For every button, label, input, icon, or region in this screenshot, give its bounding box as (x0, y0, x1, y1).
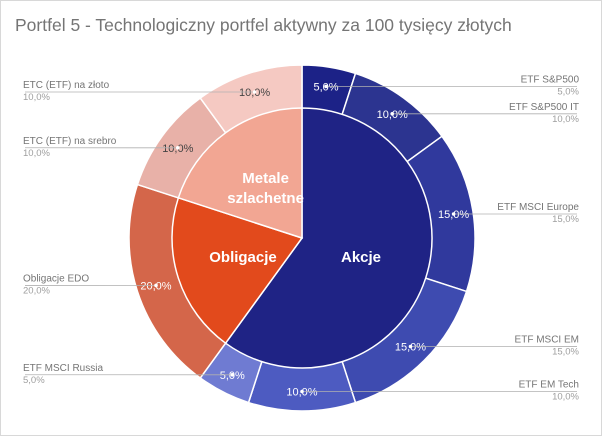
callout-dot-obligacje-edo (154, 283, 158, 288)
callout-name-etf-msci-russia: ETF MSCI Russia (23, 363, 103, 374)
callout-pct-etf-s-p500-it: 10,0% (552, 114, 579, 125)
callout-pct-etc-etf-na-z-oto: 10,0% (23, 92, 50, 103)
inner-group-labels: Akcje Obligacje Metale szlachetne (209, 170, 381, 266)
outer-value-labels: 5,0%10,0%15,0%15,0%10,0%5,0%20,0%10,0%10… (140, 81, 469, 398)
callout-pct-etf-msci-russia: 5,0% (23, 375, 45, 386)
callout-dot-etf-em-tech (300, 389, 304, 394)
callout-pct-etf-msci-europe: 15,0% (552, 214, 579, 225)
callout-name-etf-msci-europe: ETF MSCI Europe (497, 202, 579, 213)
callout-dot-etf-msci-russia (230, 373, 235, 377)
group-label-line: Akcje (341, 249, 381, 266)
callout-pct-etf-msci-em: 15,0% (552, 347, 579, 358)
inner-slice-akcje (224, 107, 433, 369)
inner-slice-metale-szlachetne (177, 107, 303, 240)
callout-name-obligacje-edo: Obligacje EDO (23, 273, 89, 284)
callout-pct-obligacje-edo: 20,0% (23, 285, 50, 296)
callout-dot-etf-msci-europe (451, 212, 456, 216)
callout-name-etc-etf-na-srebro: ETC (ETF) na srebro (23, 136, 117, 147)
callout-pct-etc-etf-na-srebro: 10,0% (23, 148, 50, 159)
group-label-akcje: Akcje (341, 249, 381, 266)
callout-pct-etf-s-p500: 5,0% (557, 86, 579, 97)
callout-dot-etc-etf-na-z-oto (252, 90, 257, 94)
callout-dot-etc-etf-na-srebro (176, 146, 180, 150)
callout-name-etf-s-p500-it: ETF S&P500 IT (509, 102, 579, 113)
chart-title: Portfel 5 - Technologiczny portfel aktyw… (15, 15, 512, 35)
inner-pie (171, 107, 433, 369)
callout-name-etf-s-p500: ETF S&P500 (521, 74, 580, 85)
group-label-line: szlachetne (227, 190, 304, 207)
callout-name-etc-etf-na-z-oto: ETC (ETF) na złoto (23, 80, 110, 91)
callout-dot-etf-s-p500 (324, 84, 328, 89)
group-label-line: Obligacje (209, 249, 277, 266)
group-label-metale-szlachetne: Metale szlachetne (227, 170, 304, 207)
group-label-line: Metale (242, 170, 289, 187)
inner-slice-obligacje (171, 196, 304, 345)
callout-pct-etf-em-tech: 10,0% (552, 392, 579, 403)
callout-name-etf-msci-em: ETF MSCI EM (515, 335, 579, 346)
callout-dot-etf-msci-em (408, 344, 413, 349)
group-label-obligacje: Obligacje (209, 249, 277, 266)
callout-dot-etf-s-p500-it (390, 112, 395, 116)
callout-name-etf-em-tech: ETF EM Tech (519, 380, 579, 391)
